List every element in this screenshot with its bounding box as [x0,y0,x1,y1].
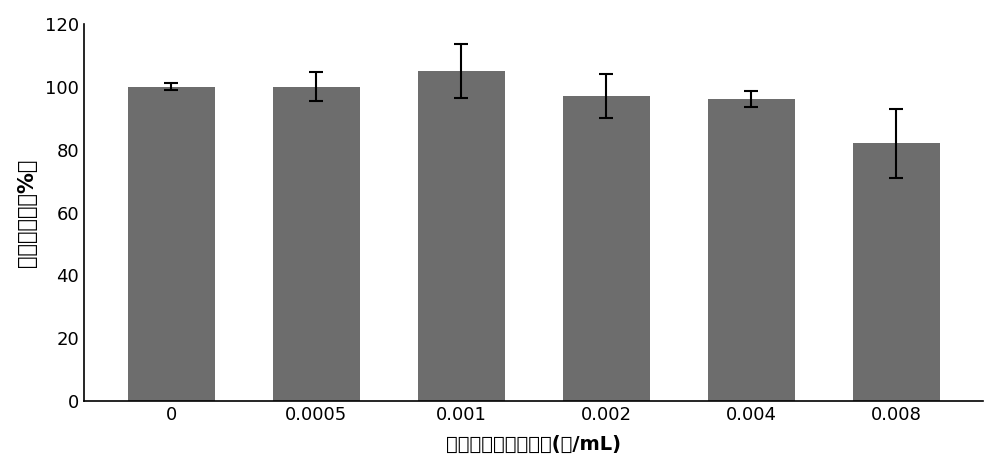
Bar [128,87,215,401]
Bar [708,99,795,401]
Bar [563,96,650,401]
X-axis label: 烟气浸提物染毒浓度(支/mL): 烟气浸提物染毒浓度(支/mL) [446,435,621,455]
Bar [418,71,505,401]
Y-axis label: 细胞存活率（%）: 细胞存活率（%） [17,158,37,267]
Bar [853,143,940,401]
Bar [273,87,360,401]
